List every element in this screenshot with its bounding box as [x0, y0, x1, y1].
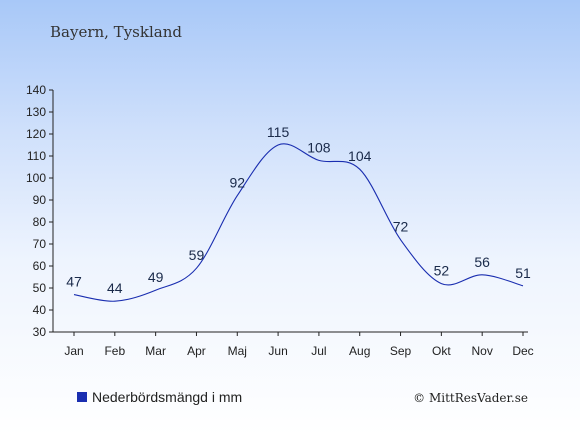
series-line	[73, 143, 524, 302]
data-label: 115	[267, 124, 290, 140]
y-tick-label: 80	[33, 215, 47, 229]
data-label: 52	[434, 263, 450, 279]
data-label: 72	[393, 219, 409, 235]
data-label: 59	[189, 247, 205, 263]
x-tick-label: Maj	[228, 344, 247, 358]
x-tick-label: Feb	[104, 344, 125, 358]
x-tick-label: Nov	[472, 344, 493, 358]
y-tick-label: 40	[33, 303, 47, 317]
data-label: 47	[66, 274, 82, 290]
data-label: 44	[107, 280, 123, 296]
series-layer	[73, 143, 524, 302]
data-label: 49	[148, 269, 164, 285]
x-tick-label: Jun	[268, 344, 287, 358]
legend-label: Nederbördsmängd i mm	[92, 389, 242, 405]
data-label: 104	[348, 148, 372, 164]
data-label: 92	[229, 175, 245, 191]
y-tick-label: 50	[33, 281, 47, 295]
legend-marker	[77, 392, 87, 402]
x-tick-label: Jul	[311, 344, 326, 358]
y-tick-label: 110	[27, 149, 46, 163]
data-labels-layer: 47 44 49 59 92 115 108 104 72 52 56 51	[66, 124, 531, 296]
x-tick-label: Okt	[432, 344, 451, 358]
y-tick-label: 100	[26, 171, 46, 185]
x-tick-label: Jan	[64, 344, 83, 358]
y-tick-label: 70	[33, 237, 47, 251]
x-tick-label: Apr	[187, 344, 206, 358]
data-label: 56	[474, 254, 490, 270]
y-tick-label: 120	[26, 127, 46, 141]
x-tick-label: Sep	[390, 344, 412, 358]
y-tick-label: 130	[26, 105, 46, 119]
y-tick-label: 30	[33, 325, 47, 339]
y-tick-label: 140	[26, 83, 46, 97]
x-tick-label: Mar	[145, 344, 166, 358]
data-label: 51	[515, 265, 531, 281]
x-tick-label: Dec	[512, 344, 533, 358]
credit-text: © MittResVader.se	[413, 391, 528, 405]
y-tick-label: 60	[33, 259, 47, 273]
axes-layer: 30 40 50 60 70 80 90 100 110 120 130 140 Jan Feb Mar Ap…	[26, 83, 534, 358]
data-label: 108	[307, 139, 331, 155]
chart-subtitle: Bayern, Tyskland	[50, 23, 182, 41]
y-tick-label: 90	[33, 193, 47, 207]
x-tick-label: Aug	[349, 344, 370, 358]
